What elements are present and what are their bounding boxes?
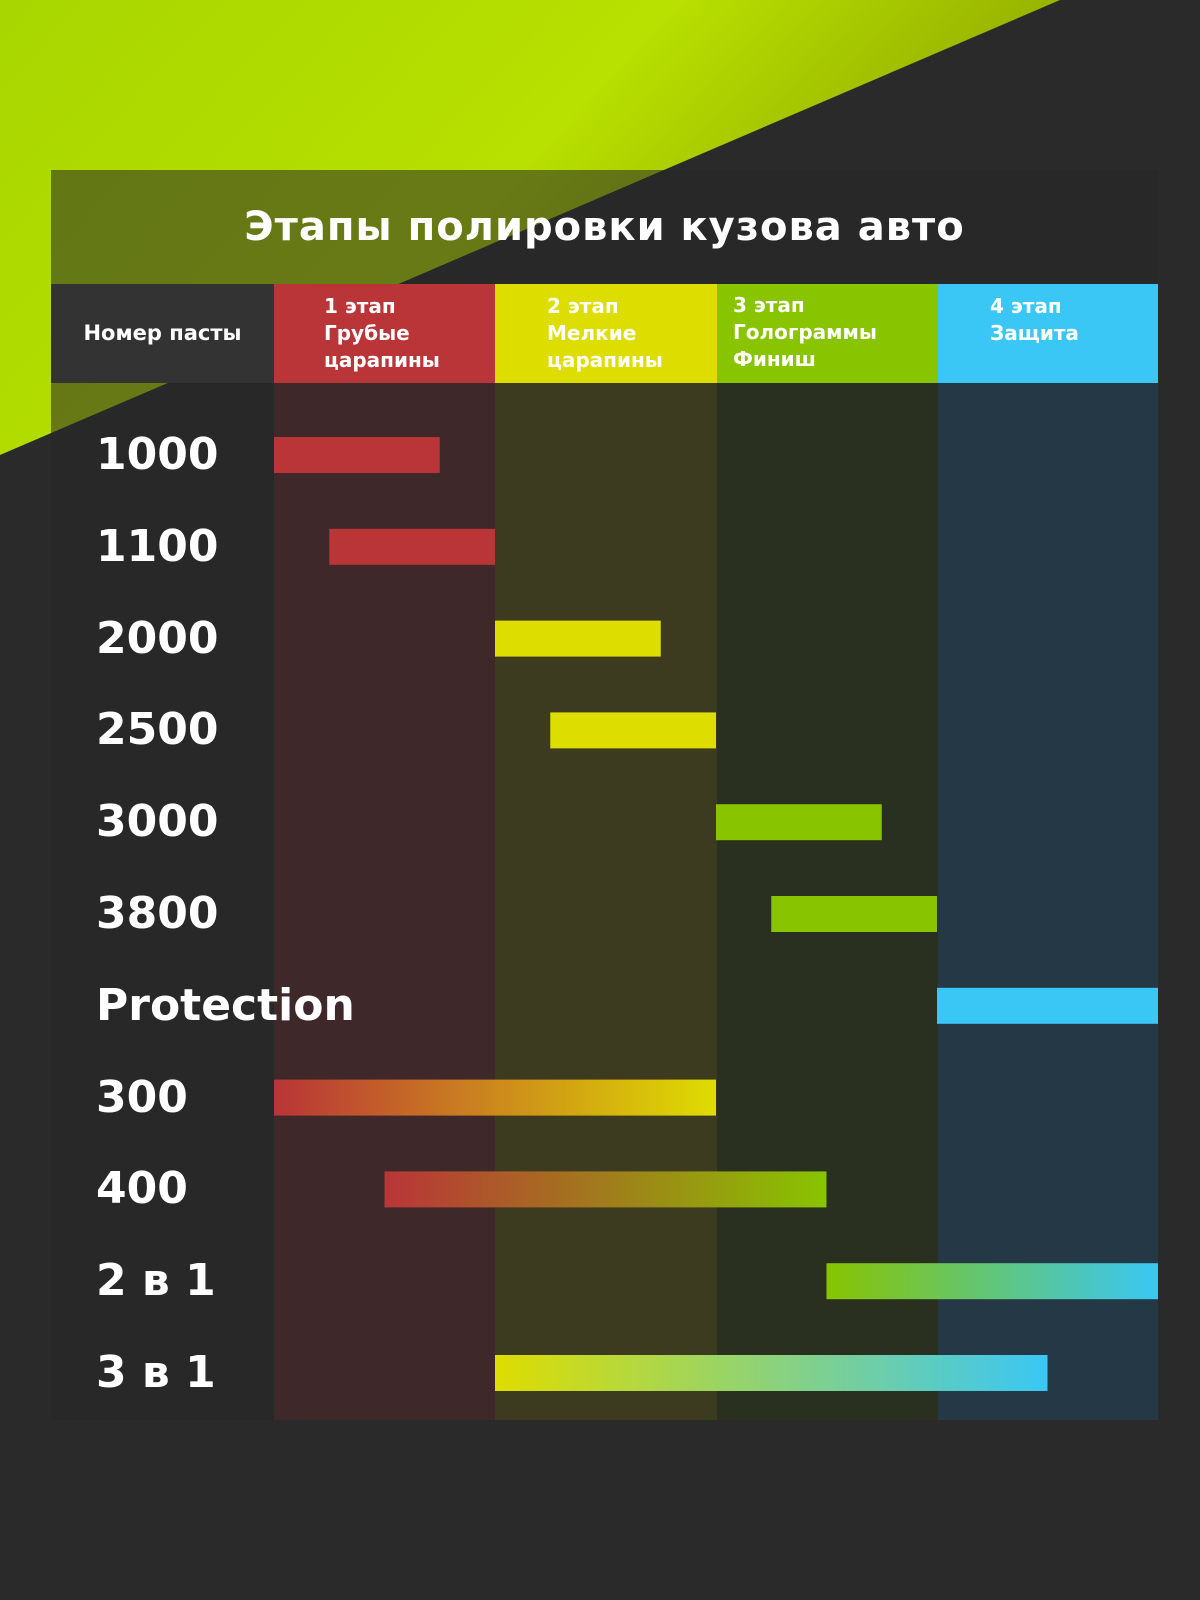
row-label-8: 300 [96,1071,188,1123]
stage-3-line-3: Финиш [733,347,816,371]
stage-4-line-1: 4 этап [990,294,1062,318]
row-label-4: 2500 [96,704,219,756]
stage-1-line-1: 1 этап [324,294,396,318]
stage-1-line-3: царапины [324,348,440,372]
row-label-10: 2 в 1 [96,1255,216,1307]
stage-header-3: 3 этап Голограммы Финиш [717,284,938,383]
stage-2-line-1: 2 этап [547,294,619,318]
stage-4-line-2: Защита [990,321,1079,345]
row-label-7: Protection [96,979,355,1031]
row-label-3: 2000 [96,612,219,664]
chart-title: Этапы полировки кузова авто [244,204,965,250]
bar-5 [716,804,882,841]
stage-3-line-1: 3 этап [733,293,805,317]
bar-10 [826,1263,1158,1300]
stage-header-1: 1 этап Грубые царапины [274,284,495,383]
stage-header-2: 2 этап Мелкие царапины [495,284,717,383]
row-label-6: 3800 [96,888,219,939]
row-label-9: 400 [96,1163,188,1215]
stage-header-4: 4 этап Защита [938,284,1158,383]
stage-3-line-2: Голограммы [733,320,877,344]
bar-8 [274,1079,716,1116]
row-label-11: 3 в 1 [96,1347,216,1398]
bar-2 [329,528,495,565]
paste-number-header: Номер пасты [51,284,274,383]
stage-2-line-3: царапины [547,348,663,372]
row-label-1: 1000 [96,429,219,480]
bar-4 [550,712,716,749]
bar-9 [384,1171,827,1208]
stage-2-line-2: Мелкие [547,321,637,345]
bar-3 [495,620,661,657]
bar-11 [495,1355,1048,1391]
bar-6 [771,896,937,932]
stage-band-2 [495,383,717,1420]
bar-1 [274,437,440,473]
row-label-5: 3000 [96,796,219,848]
row-label-2: 1100 [96,520,219,572]
stage-1-line-2: Грубые [324,321,410,345]
stage-band-4 [938,383,1158,1420]
bar-7 [937,987,1158,1024]
